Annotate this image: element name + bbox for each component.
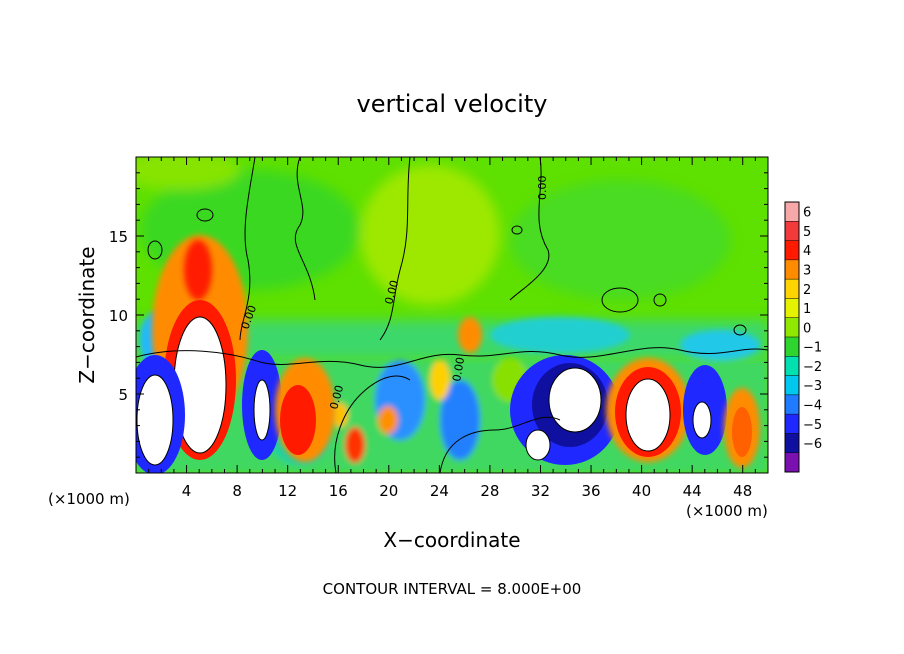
colorbar-swatch-13: [785, 452, 799, 472]
colorbar-label-5: 1: [803, 302, 811, 317]
contour-label-5: 0.00: [450, 356, 467, 382]
y-axis-ticks: 5 10 15: [109, 172, 768, 458]
colorbar-label-3: 3: [803, 264, 811, 279]
x-unit-right: (×1000 m): [686, 502, 768, 520]
x-axis-label: X−coordinate: [383, 528, 520, 552]
x-tick-label-5: 24: [430, 482, 449, 500]
y-tick-label-0: 5: [118, 386, 128, 404]
colorbar: 6 5 4 3 2 1 0 −1 −2 −3 −4 −5 −6: [784, 201, 822, 473]
downdraft-x45: [683, 365, 727, 455]
x-tick-label-11: 48: [733, 482, 752, 500]
y-tick-label-2: 15: [109, 228, 128, 246]
contour-label-3: 0.00: [382, 279, 401, 306]
colorbar-label-2: 4: [803, 244, 811, 259]
x-tick-label-1: 8: [232, 482, 242, 500]
x-tick-label-3: 16: [329, 482, 348, 500]
colorbar-label-11: −5: [803, 418, 822, 433]
updraft-x48: [724, 388, 760, 468]
footer-contour-interval: CONTOUR INTERVAL = 8.000E+00: [323, 580, 582, 598]
updraft-x40: [606, 358, 690, 462]
colorbar-label-4: 2: [803, 283, 811, 298]
colorbar-swatch-10: [785, 394, 799, 415]
y-tick-label-1: 10: [109, 307, 128, 325]
colorbar-swatch-9: [785, 375, 799, 395]
colorbar-swatch-2: [785, 240, 799, 260]
x-tick-label-9: 40: [632, 482, 651, 500]
colorbar-swatch-3: [785, 259, 799, 280]
contour-label-4: 0.00: [536, 176, 549, 201]
zero-contours: [136, 157, 768, 473]
colorbar-swatch-5: [785, 298, 799, 318]
downdraft-x34: [510, 355, 620, 465]
x-tick-label-4: 20: [379, 482, 398, 500]
colorbar-label-7: −1: [803, 341, 822, 356]
colorbar-label-9: −3: [803, 379, 822, 394]
x-axis-ticks: 4 8 12 16 20 24 28 32 36 40 44 48: [148, 157, 756, 500]
x-tick-label-0: 4: [182, 482, 192, 500]
x-unit-left: (×1000 m): [48, 490, 130, 508]
colorbar-swatch-12: [785, 433, 799, 453]
x-tick-label-10: 44: [683, 482, 702, 500]
colorbar-label-1: 5: [803, 225, 811, 240]
chart-title: vertical velocity: [357, 90, 548, 118]
colorbar-label-0: 6: [803, 206, 811, 221]
colorbar-swatch-1: [785, 221, 799, 241]
colorbar-swatch-8: [785, 356, 799, 376]
x-tick-label-2: 12: [278, 482, 297, 500]
colorbar-label-8: −2: [803, 360, 822, 375]
colorbar-swatch-4: [785, 279, 799, 299]
contour-labels: 0.00 0.00 0.00 0.00 0.00: [239, 176, 549, 411]
colorbar-label-6: 0: [803, 321, 811, 336]
colorbar-swatch-0: [785, 202, 799, 222]
x-tick-label-8: 36: [581, 482, 600, 500]
updraft-x13: [275, 358, 335, 462]
x-tick-label-6: 28: [480, 482, 499, 500]
colorbar-swatch-6: [785, 317, 799, 337]
colorbar-label-12: −6: [803, 437, 822, 452]
colorbar-swatch-11: [785, 414, 799, 434]
colorbar-swatch-7: [785, 337, 799, 357]
downdraft-west: [136, 355, 185, 473]
contour-label-2: 0.00: [327, 384, 346, 411]
colorbar-label-10: −4: [803, 399, 822, 414]
plot-area: 0.00 0.00 0.00 0.00 0.00: [136, 157, 768, 473]
x-tick-label-7: 32: [531, 482, 550, 500]
downdraft-x10: [242, 350, 282, 460]
y-axis-label: Z−coordinate: [75, 246, 99, 383]
